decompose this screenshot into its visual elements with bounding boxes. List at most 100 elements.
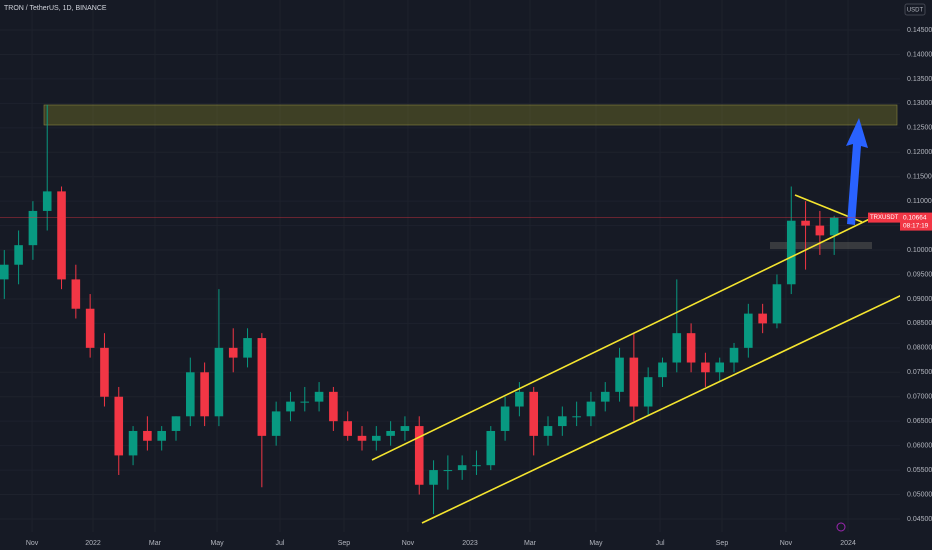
y-tick-label: 0.13500	[907, 76, 932, 83]
grid	[0, 0, 900, 532]
candle-body	[672, 333, 682, 363]
candle-body	[729, 347, 739, 363]
y-tick-label: 0.09000	[907, 296, 932, 303]
x-tick-label: Jul	[656, 540, 665, 547]
candle-body	[472, 465, 481, 467]
candle-body	[600, 391, 610, 402]
channel-lower	[421, 292, 907, 524]
candle-body	[357, 435, 367, 441]
price-tag-bg	[900, 212, 932, 231]
candle-body	[186, 372, 195, 417]
candle-body	[686, 333, 696, 363]
x-tick-label: 2023	[462, 540, 478, 547]
candle-body	[744, 313, 753, 348]
symbol-tag: TRXUSDT	[870, 215, 899, 221]
y-tick-label: 0.11000	[907, 198, 932, 205]
currency-button[interactable]	[904, 3, 926, 16]
channel-upper	[371, 212, 883, 461]
candle-body	[85, 308, 95, 348]
candle-body	[801, 220, 810, 226]
candle-body	[71, 279, 81, 309]
candle-body	[429, 470, 438, 485]
candle-body	[400, 426, 410, 431]
candle-body	[701, 362, 710, 373]
candle-body	[543, 426, 553, 436]
candle-body	[228, 347, 238, 358]
currency-label[interactable]: USDT	[907, 8, 924, 14]
x-tick-label: Nov	[402, 540, 415, 547]
y-tick-label: 0.14500	[907, 27, 932, 34]
y-tick-label: 0.07000	[907, 394, 932, 401]
candle-body	[314, 391, 324, 402]
candle-body	[0, 264, 9, 280]
candle-body	[772, 284, 782, 324]
x-tick-label: 2024	[840, 540, 856, 547]
x-tick-label: Nov	[780, 540, 793, 547]
candle-body	[758, 313, 767, 324]
candle-body	[343, 421, 352, 436]
y-tick-label: 0.08500	[907, 320, 932, 327]
time-axis	[0, 532, 932, 550]
y-tick-label: 0.07500	[907, 369, 932, 376]
support-box	[770, 242, 872, 249]
candle-body	[386, 430, 395, 436]
y-tick-label: 0.13000	[907, 100, 932, 107]
candle-body	[372, 435, 381, 441]
candle-body	[572, 416, 581, 418]
symbol-tag-bg	[868, 212, 900, 223]
event-icon[interactable]	[836, 522, 846, 532]
candle-body	[100, 347, 109, 397]
candle-body	[143, 430, 152, 441]
candle-body	[558, 416, 567, 427]
candles	[0, 104, 839, 515]
resistance-zone	[43, 104, 898, 126]
candle-body	[42, 191, 52, 211]
candle-body	[586, 401, 596, 417]
candle-body	[157, 430, 166, 441]
x-tick-label: 2022	[85, 540, 101, 547]
x-tick-label: Mar	[524, 540, 537, 547]
countdown: 08:17:19	[903, 222, 929, 229]
y-tick-label: 0.06500	[907, 418, 932, 425]
candle-body	[815, 225, 825, 236]
price-tag: 0.10664	[903, 214, 927, 221]
price-axis	[900, 0, 932, 550]
y-tick-label: 0.05500	[907, 467, 932, 474]
candle-body	[658, 362, 667, 378]
y-tick-label: 0.11500	[907, 174, 932, 181]
candle-body	[529, 391, 538, 436]
x-tick-label: May	[210, 540, 224, 547]
y-tick-label: 0.06000	[907, 442, 932, 449]
x-tick-label: Sep	[716, 540, 729, 547]
candle-body	[515, 391, 524, 407]
candle-body	[414, 426, 424, 485]
candle-body	[629, 357, 639, 407]
candle-body	[257, 338, 267, 436]
candle-body	[286, 401, 295, 412]
axes: 0.04500 0.05000 0.05500 0.06000 0.06500 0.070…	[26, 27, 932, 547]
candle-body	[57, 191, 66, 280]
candle-body	[457, 465, 467, 471]
candle-body	[486, 430, 496, 466]
candle-body	[500, 406, 510, 431]
candle-body	[615, 357, 624, 392]
candle-body	[28, 210, 38, 246]
y-tick-label: 0.09500	[907, 271, 932, 278]
candle-body	[128, 430, 138, 456]
y-tick-label: 0.12500	[907, 125, 932, 132]
x-tick-label: Jul	[276, 540, 285, 547]
chart-title: TRON / TetherUS, 1D, BINANCE	[4, 5, 107, 12]
candle-body	[829, 217, 839, 236]
y-tick-label: 0.10000	[907, 247, 932, 254]
x-tick-label: Sep	[338, 540, 351, 547]
candle-body	[786, 220, 796, 285]
candle-body	[643, 377, 653, 407]
candle-body	[715, 362, 725, 373]
x-tick-label: May	[589, 540, 603, 547]
candle-body	[114, 396, 124, 456]
candle-body	[443, 470, 453, 472]
x-tick-label: Mar	[149, 540, 162, 547]
y-tick-label: 0.12000	[907, 149, 932, 156]
